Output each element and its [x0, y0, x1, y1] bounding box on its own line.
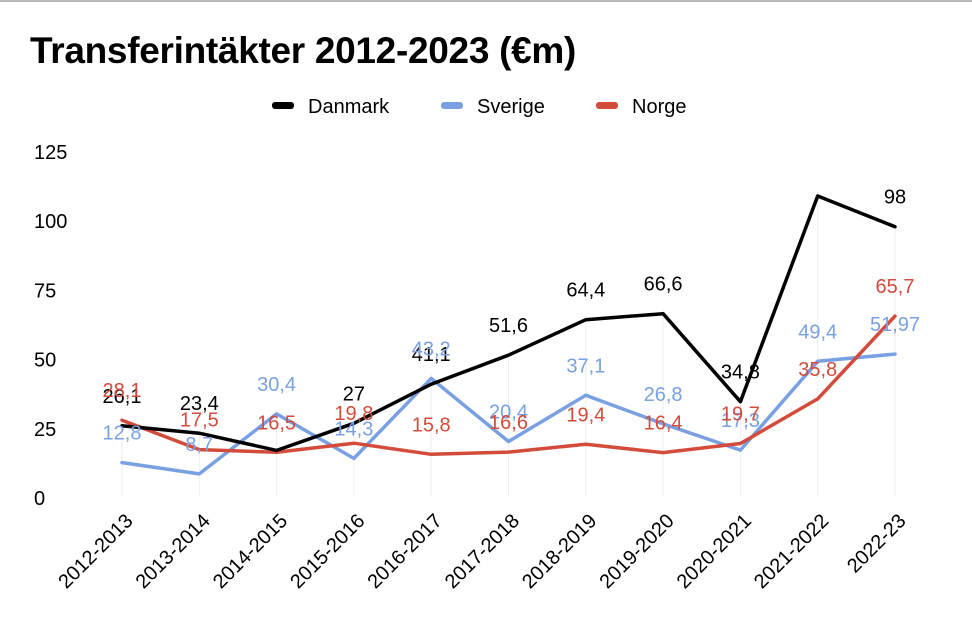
y-tick-label-0: 0 — [34, 488, 45, 510]
legend-swatch-Norge — [596, 102, 618, 109]
data-label-Sverige-2013-2014: 8,7 — [185, 434, 213, 456]
data-label-Danmark-2015-2016: 27 — [343, 383, 365, 405]
data-label-Norge-2018-2019: 19,4 — [566, 404, 605, 426]
x-tick-label-2014-2015: 2014-2015 — [209, 510, 292, 593]
data-label-Danmark-2020-2021: 34,8 — [721, 362, 760, 384]
data-label-Sverige-2012-2013: 12,8 — [103, 423, 142, 445]
data-label-Norge-2017-2018: 16,6 — [489, 412, 528, 434]
chart-title: Transferintäkter 2012-2023 (€m) — [30, 30, 576, 71]
data-label-Sverige-2021-2022: 49,4 — [798, 321, 837, 343]
data-label-Norge-2015-2016: 19,8 — [334, 403, 373, 425]
data-label-Danmark-2013-2014: 23,4 — [180, 393, 219, 415]
data-label-Norge-2022-23: 65,7 — [876, 276, 915, 298]
data-label-Norge-2014-2015: 16,5 — [257, 412, 296, 434]
data-label-Danmark-2012-2013: 26,1 — [103, 386, 142, 408]
y-tick-label-125: 125 — [34, 142, 67, 164]
data-label-Sverige-2019-2020: 26,8 — [644, 384, 683, 406]
y-tick-label-50: 50 — [34, 350, 56, 372]
series-line-Norge — [120, 314, 897, 457]
data-label-Norge-2016-2017: 15,8 — [412, 414, 451, 436]
x-tick-label-2017-2018: 2017-2018 — [441, 510, 524, 593]
x-tick-label-2022-23: 2022-23 — [843, 510, 910, 577]
top-border — [0, 0, 972, 2]
data-label-Danmark-2016-2017: 41,1 — [412, 344, 451, 366]
data-label-Danmark-2018-2019: 64,4 — [566, 280, 605, 302]
data-label-Norge-2012-2013: 28,1 — [103, 380, 142, 402]
x-tick-label-2019-2020: 2019-2020 — [595, 510, 678, 593]
data-label-Danmark-2022-23: 98 — [884, 187, 906, 209]
y-tick-label-100: 100 — [34, 211, 67, 233]
data-label-Sverige-2022-23: 51,97 — [870, 314, 920, 336]
data-label-Sverige-2020-2021: 17,3 — [721, 410, 760, 432]
data-label-Norge-2013-2014: 17,5 — [180, 410, 219, 432]
y-tick-label-75: 75 — [34, 280, 56, 302]
data-label-Sverige-2017-2018: 20,4 — [489, 402, 528, 424]
legend-swatch-Sverige — [441, 102, 463, 109]
x-tick-label-2012-2013: 2012-2013 — [54, 510, 137, 593]
series-line-Danmark — [120, 194, 897, 453]
legend-label-Danmark: Danmark — [308, 96, 390, 118]
x-tick-label-2016-2017: 2016-2017 — [364, 510, 447, 593]
x-tick-label-2020-2021: 2020-2021 — [673, 510, 756, 593]
data-label-Danmark-2019-2020: 66,6 — [644, 274, 683, 296]
data-label-Sverige-2015-2016: 14,3 — [334, 418, 373, 440]
data-label-Norge-2019-2020: 16,4 — [644, 413, 683, 435]
data-label-Sverige-2016-2017: 43,2 — [412, 338, 451, 360]
data-label-Danmark-2017-2018: 51,6 — [489, 315, 528, 337]
legend-label-Sverige: Sverige — [477, 96, 545, 118]
data-label-Sverige-2014-2015: 30,4 — [257, 374, 296, 396]
legend-label-Norge: Norge — [632, 96, 686, 118]
x-tick-label-2013-2014: 2013-2014 — [132, 510, 215, 593]
series-line-Sverige — [120, 352, 897, 476]
data-label-Sverige-2018-2019: 37,1 — [566, 355, 605, 377]
y-tick-label-25: 25 — [34, 419, 56, 441]
legend-swatch-Danmark — [272, 102, 294, 109]
data-label-Norge-2021-2022: 35,8 — [798, 359, 837, 381]
x-tick-label-2015-2016: 2015-2016 — [286, 510, 369, 593]
data-label-Norge-2020-2021: 19,7 — [721, 403, 760, 425]
x-tick-label-2018-2019: 2018-2019 — [518, 510, 601, 593]
x-tick-label-2021-2022: 2021-2022 — [750, 510, 833, 593]
